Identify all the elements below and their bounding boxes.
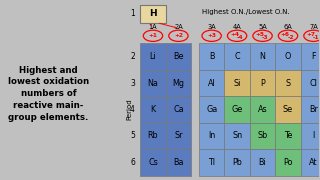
Text: Highest O.N./Lowest O.N.: Highest O.N./Lowest O.N. xyxy=(202,9,290,15)
Bar xyxy=(301,70,320,96)
Bar xyxy=(199,149,224,176)
Bar xyxy=(140,149,166,176)
Bar xyxy=(224,43,250,70)
Bar xyxy=(250,70,275,96)
Text: Sr: Sr xyxy=(174,131,183,140)
Text: Te: Te xyxy=(284,131,292,140)
Text: H: H xyxy=(149,10,157,19)
Text: +5: +5 xyxy=(255,31,264,37)
Text: Sb: Sb xyxy=(257,131,268,140)
Bar xyxy=(166,43,191,70)
Text: 5: 5 xyxy=(130,131,135,140)
Bar xyxy=(275,96,301,123)
Bar xyxy=(166,96,191,123)
Text: Ge: Ge xyxy=(231,105,243,114)
Text: Al: Al xyxy=(208,78,216,87)
Text: 2: 2 xyxy=(130,52,135,61)
Text: I: I xyxy=(312,131,315,140)
Text: Na: Na xyxy=(148,78,158,87)
Bar xyxy=(140,5,166,23)
Text: 3A: 3A xyxy=(207,24,216,30)
Text: +3: +3 xyxy=(207,33,216,38)
Text: F: F xyxy=(311,52,316,61)
Text: Ga: Ga xyxy=(206,105,217,114)
Text: Se: Se xyxy=(283,105,293,114)
Bar xyxy=(224,96,250,123)
Text: Li: Li xyxy=(150,52,156,61)
Text: B: B xyxy=(209,52,214,61)
Bar xyxy=(166,70,191,96)
Text: Pb: Pb xyxy=(232,158,242,167)
Text: -4: -4 xyxy=(236,35,243,40)
Bar xyxy=(199,70,224,96)
Text: Be: Be xyxy=(173,52,184,61)
Bar xyxy=(275,43,301,70)
Bar xyxy=(275,149,301,176)
Text: +2: +2 xyxy=(174,33,183,38)
Bar xyxy=(301,96,320,123)
Bar xyxy=(301,123,320,149)
Text: K: K xyxy=(150,105,156,114)
Text: 2A: 2A xyxy=(174,24,183,30)
Text: 7A: 7A xyxy=(309,24,318,30)
Bar xyxy=(224,70,250,96)
Text: As: As xyxy=(258,105,268,114)
Bar xyxy=(224,149,250,176)
Text: -3: -3 xyxy=(262,35,268,40)
Text: S: S xyxy=(285,78,291,87)
Text: Sn: Sn xyxy=(232,131,242,140)
Bar xyxy=(140,123,166,149)
Bar xyxy=(224,123,250,149)
Text: Rb: Rb xyxy=(148,131,158,140)
Text: O: O xyxy=(285,52,291,61)
Text: Ba: Ba xyxy=(173,158,184,167)
Text: Cs: Cs xyxy=(148,158,158,167)
Text: C: C xyxy=(234,52,240,61)
Text: 3: 3 xyxy=(130,78,135,87)
Bar xyxy=(250,43,275,70)
Text: Po: Po xyxy=(283,158,293,167)
Text: 4: 4 xyxy=(130,105,135,114)
Bar xyxy=(250,123,275,149)
Text: Tl: Tl xyxy=(208,158,215,167)
Bar xyxy=(166,149,191,176)
Bar xyxy=(250,96,275,123)
Bar xyxy=(199,123,224,149)
Text: Cl: Cl xyxy=(309,78,317,87)
Text: 5A: 5A xyxy=(258,24,267,30)
Text: Ca: Ca xyxy=(173,105,184,114)
Bar xyxy=(140,70,166,96)
Text: 4A: 4A xyxy=(233,24,242,30)
Bar xyxy=(301,43,320,70)
Text: +6: +6 xyxy=(281,31,290,37)
Text: +4: +4 xyxy=(230,31,239,37)
Text: Highest and
lowest oxidation
numbers of
reactive main-
group elements.: Highest and lowest oxidation numbers of … xyxy=(8,66,89,122)
Text: 6: 6 xyxy=(130,158,135,167)
Text: Mg: Mg xyxy=(172,78,184,87)
Bar xyxy=(301,149,320,176)
Text: N: N xyxy=(260,52,266,61)
Bar xyxy=(140,43,166,70)
Text: 6A: 6A xyxy=(284,24,292,30)
Text: In: In xyxy=(208,131,215,140)
Bar xyxy=(199,43,224,70)
Text: +1: +1 xyxy=(148,33,157,38)
Text: At: At xyxy=(309,158,318,167)
Text: +7: +7 xyxy=(306,31,315,37)
Text: -1: -1 xyxy=(313,35,319,40)
Text: P: P xyxy=(260,78,265,87)
Text: 1: 1 xyxy=(130,10,135,19)
Bar xyxy=(250,149,275,176)
Bar xyxy=(140,96,166,123)
Bar xyxy=(275,123,301,149)
Text: Period: Period xyxy=(126,99,132,120)
Bar xyxy=(275,70,301,96)
Bar xyxy=(199,96,224,123)
Text: Br: Br xyxy=(309,105,318,114)
Bar xyxy=(166,123,191,149)
Text: Bi: Bi xyxy=(259,158,267,167)
Text: Si: Si xyxy=(233,78,241,87)
Text: 1A: 1A xyxy=(149,24,157,30)
Text: -2: -2 xyxy=(287,35,294,40)
